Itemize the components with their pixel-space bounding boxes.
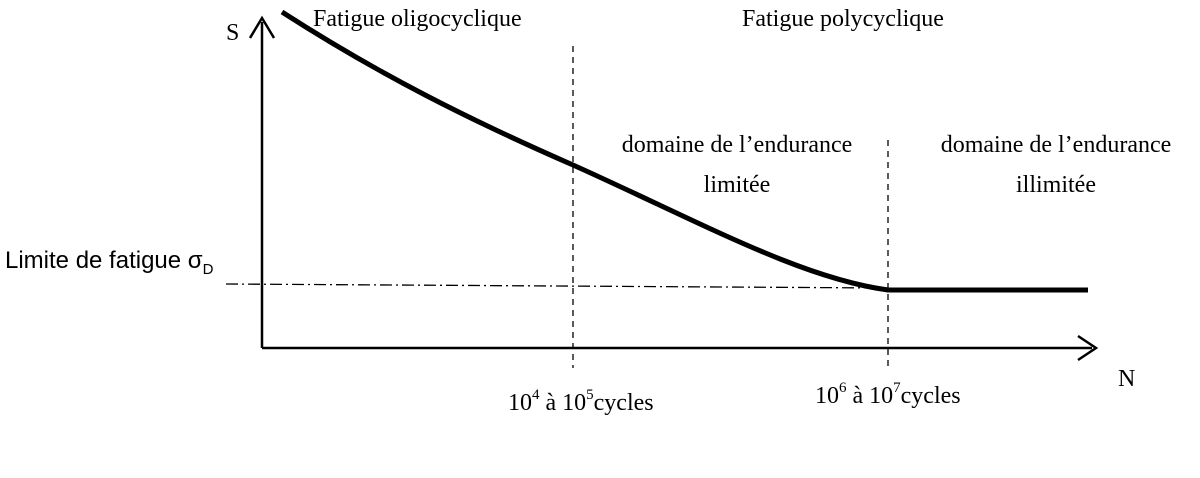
tick-1-exp-b: 5 [586,387,594,403]
fatigue-limit-line [225,283,889,289]
tick-1-mid: à 10 [540,390,587,416]
high-cycle-fatigue-label: Fatigue polycyclique [742,6,944,32]
tick-label-1: 104 à 105cycles [508,387,654,416]
limited-endurance-line1: domaine de l’endurance [622,132,853,158]
tick-2-exp-b: 7 [893,380,901,396]
fatigue-limit-label: Limite de fatigue σD [5,247,214,278]
y-axis-label: S [226,20,239,46]
x-axis-arrowhead [1077,334,1099,362]
tick-2-mid: à 10 [847,383,894,409]
sn-curve [280,9,1088,293]
unlimited-endurance-line1: domaine de l’endurance [941,132,1172,158]
y-axis-arrowhead [248,15,276,39]
tick-1-base: 10 [508,390,532,416]
fatigue-limit-text: Limite de fatigue σ [5,247,203,274]
fatigue-limit-subscript: D [203,261,214,278]
x-axis-label: N [1118,366,1135,392]
low-cycle-fatigue-label: Fatigue oligocyclique [313,6,522,32]
limited-endurance-line2: limitée [704,172,771,198]
tick-label-2: 106 à 107cycles [815,380,961,409]
tick-1-exp-a: 4 [532,387,540,403]
tick-2-base: 10 [815,383,839,409]
tick-2-exp-a: 6 [839,380,847,396]
tick-1-unit: cycles [594,390,654,416]
tick-2-unit: cycles [901,383,961,409]
unlimited-endurance-line2: illimitée [1016,172,1096,198]
